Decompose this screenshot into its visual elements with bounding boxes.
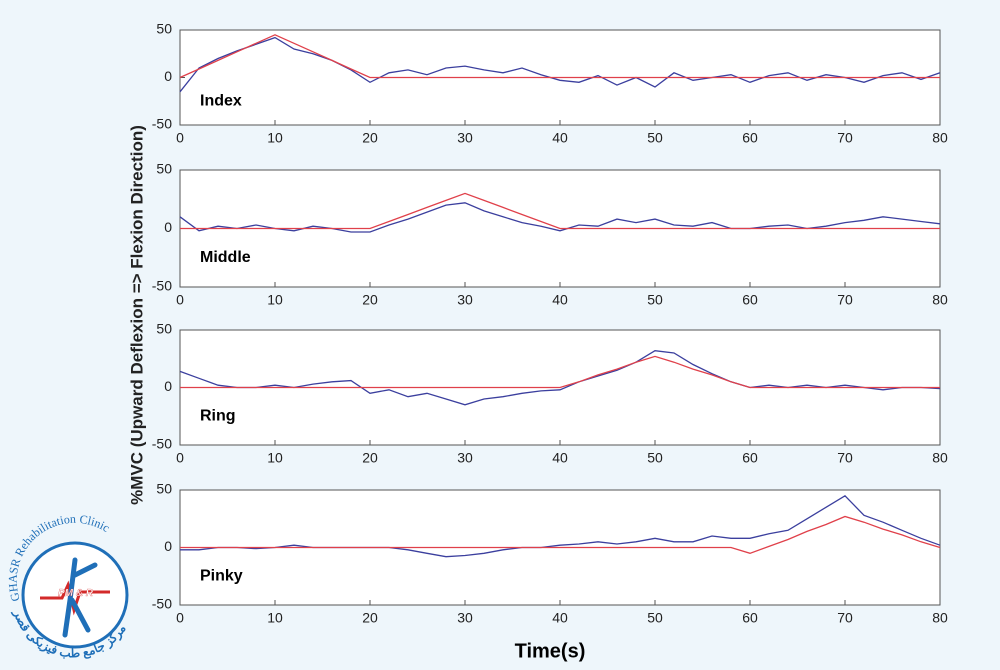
panel-title: Middle bbox=[200, 249, 251, 266]
y-tick-label: 0 bbox=[164, 219, 172, 235]
y-axis-label: %MVC (Upward Deflexion => Flexion Direct… bbox=[127, 125, 146, 505]
panel-title: Pinky bbox=[200, 567, 243, 584]
x-tick-label: 50 bbox=[647, 610, 663, 626]
y-tick-label: 0 bbox=[164, 68, 172, 84]
x-tick-label: 20 bbox=[362, 450, 378, 466]
x-tick-label: 80 bbox=[932, 450, 948, 466]
x-tick-label: 10 bbox=[267, 610, 283, 626]
x-tick-label: 60 bbox=[742, 292, 758, 308]
panel-title: Index bbox=[200, 92, 242, 109]
x-tick-label: 50 bbox=[647, 450, 663, 466]
series-line bbox=[180, 515, 941, 554]
x-tick-label: 0 bbox=[176, 130, 184, 146]
series-line bbox=[180, 192, 940, 230]
x-tick-label: 20 bbox=[362, 292, 378, 308]
x-tick-label: 50 bbox=[647, 130, 663, 146]
x-tick-label: 60 bbox=[742, 130, 758, 146]
x-tick-label: 10 bbox=[267, 292, 283, 308]
x-tick-label: 40 bbox=[552, 450, 568, 466]
y-tick-label: -50 bbox=[152, 278, 172, 294]
logo-ring bbox=[21, 541, 129, 649]
logo-figure bbox=[62, 557, 98, 638]
x-tick-label: 60 bbox=[742, 610, 758, 626]
x-tick-label: 40 bbox=[552, 130, 568, 146]
series-line bbox=[180, 355, 940, 389]
series-line bbox=[179, 202, 941, 233]
x-tick-label: 20 bbox=[362, 130, 378, 146]
x-tick-label: 50 bbox=[647, 292, 663, 308]
x-tick-label: 80 bbox=[932, 130, 948, 146]
y-tick-label: -50 bbox=[152, 116, 172, 132]
x-tick-label: 70 bbox=[837, 292, 853, 308]
y-tick-label: -50 bbox=[152, 596, 172, 612]
x-tick-label: 0 bbox=[176, 610, 184, 626]
logo-badge: PM & R bbox=[58, 588, 94, 599]
y-tick-label: -50 bbox=[152, 436, 172, 452]
x-tick-label: 70 bbox=[837, 610, 853, 626]
x-tick-label: 10 bbox=[267, 450, 283, 466]
x-tick-label: 30 bbox=[457, 130, 473, 146]
x-tick-label: 80 bbox=[932, 292, 948, 308]
y-tick-label: 50 bbox=[156, 21, 172, 37]
x-axis-label: Time(s) bbox=[515, 640, 586, 662]
y-tick-label: 0 bbox=[164, 538, 172, 554]
y-tick-label: 50 bbox=[156, 481, 172, 497]
x-tick-label: 0 bbox=[176, 450, 184, 466]
series-line bbox=[179, 36, 941, 93]
x-tick-label: 70 bbox=[837, 130, 853, 146]
x-tick-label: 30 bbox=[457, 610, 473, 626]
series-line bbox=[179, 34, 940, 79]
y-tick-label: 50 bbox=[156, 321, 172, 337]
x-tick-label: 40 bbox=[552, 610, 568, 626]
x-tick-label: 0 bbox=[176, 292, 184, 308]
y-tick-label: 0 bbox=[164, 378, 172, 394]
x-tick-label: 30 bbox=[457, 450, 473, 466]
series-line bbox=[180, 494, 941, 558]
panel-title: Ring bbox=[200, 407, 236, 424]
x-tick-label: 20 bbox=[362, 610, 378, 626]
x-tick-label: 40 bbox=[552, 292, 568, 308]
y-tick-label: 50 bbox=[156, 161, 172, 177]
x-tick-label: 10 bbox=[267, 130, 283, 146]
series-line bbox=[179, 350, 941, 406]
x-tick-label: 60 bbox=[742, 450, 758, 466]
x-tick-label: 30 bbox=[457, 292, 473, 308]
x-tick-label: 80 bbox=[932, 610, 948, 626]
x-tick-label: 70 bbox=[837, 450, 853, 466]
